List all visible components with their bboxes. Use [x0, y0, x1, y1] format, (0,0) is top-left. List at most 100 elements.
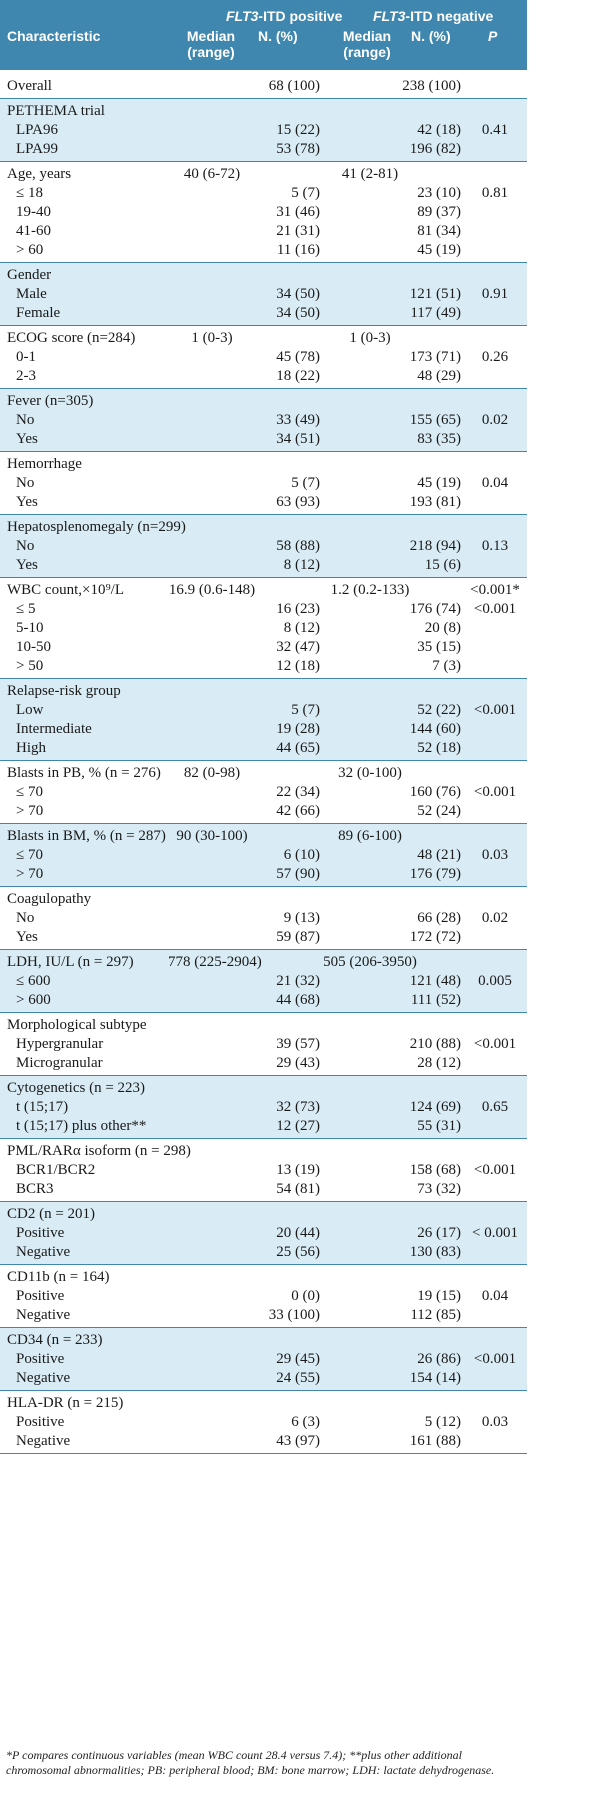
p-value: 0.02: [481, 412, 509, 428]
row-label: 10-50: [16, 639, 51, 655]
table-row: Yes 63 (93) 193 (81): [0, 493, 527, 512]
row-label: ≤ 70: [16, 847, 43, 863]
n-positive: 5 (7): [291, 702, 320, 718]
table-section: Fever (n=305) No 33 (49) 155 (65) 0.02 Yes 34 …: [0, 389, 527, 452]
row-label: Negative: [16, 1244, 71, 1260]
row-label: LDH, IU/L (n = 297): [7, 954, 134, 970]
n-negative: 26 (86): [417, 1351, 461, 1367]
n-positive: 43 (97): [276, 1433, 320, 1449]
median-positive: 16.9 (0.6-148): [168, 582, 256, 598]
row-label: High: [16, 740, 46, 756]
n-negative: 5 (12): [424, 1414, 461, 1430]
n-negative: 176 (74): [409, 601, 461, 617]
n-positive: 63 (93): [276, 494, 320, 510]
table-section: Relapse-risk group Low 5 (7) 52 (22) <0.001 I…: [0, 679, 527, 761]
row-label: No: [16, 412, 35, 428]
header-range-neg: (range): [343, 44, 391, 60]
n-positive: 42 (66): [276, 803, 320, 819]
p-value: 0.04: [481, 475, 509, 491]
table-section: Age, years 40 (6-72) 41 (2-81) ≤ 18 5 (7) 23 …: [0, 162, 527, 263]
header-n-neg: N. (%): [411, 28, 451, 44]
row-label: ≤ 18: [16, 185, 43, 201]
n-negative: 193 (81): [409, 494, 461, 510]
n-positive: 34 (51): [276, 431, 320, 447]
table-row-heading: Gender: [0, 266, 527, 285]
header-characteristic: Characteristic: [7, 28, 101, 44]
median-negative: 1.2 (0.2-133): [330, 582, 410, 598]
n-negative: 19 (15): [417, 1288, 461, 1304]
table-row: No 5 (7) 45 (19) 0.04: [0, 474, 527, 493]
table-row: LPA99 53 (78) 196 (82): [0, 140, 527, 159]
table-row-heading: Age, years 40 (6-72) 41 (2-81): [0, 165, 527, 184]
p-value: 0.81: [481, 185, 509, 201]
table-row: 41-60 21 (31) 81 (34): [0, 222, 527, 241]
table-row-heading: HLA-DR (n = 215): [0, 1394, 527, 1413]
row-label: Hepatosplenomegaly (n=299): [7, 519, 186, 535]
row-label: PML/RARα isoform (n = 298): [7, 1143, 191, 1159]
row-label: ≤ 70: [16, 784, 43, 800]
table-row: No 58 (88) 218 (94) 0.13: [0, 537, 527, 556]
table-row: > 60 11 (16) 45 (19): [0, 241, 527, 260]
n-negative: 196 (82): [409, 141, 461, 157]
n-positive: 59 (87): [276, 929, 320, 945]
n-positive: 44 (65): [276, 740, 320, 756]
table-row: ≤ 18 5 (7) 23 (10) 0.81: [0, 184, 527, 203]
median-negative: 41 (2-81): [341, 166, 399, 182]
header-flt3-negative: FLT3-ITD negative: [373, 8, 494, 24]
header-median-neg: Median: [342, 28, 392, 44]
table-row: 0-1 45 (78) 173 (71) 0.26: [0, 348, 527, 367]
row-label: No: [16, 910, 35, 926]
n-positive: 5 (7): [291, 185, 320, 201]
n-positive: 9 (13): [283, 910, 320, 926]
row-label: t (15;17): [16, 1099, 69, 1115]
table-row: No 9 (13) 66 (28) 0.02: [0, 909, 527, 928]
row-label: 2-3: [16, 368, 36, 384]
n-negative: 130 (83): [409, 1244, 461, 1260]
row-label: PETHEMA trial: [7, 103, 105, 119]
row-label: > 70: [16, 803, 44, 819]
n-negative: 144 (60): [409, 721, 461, 737]
table-row-heading: Hemorrhage: [0, 455, 527, 474]
table-section: Blasts in PB, % (n = 276) 82 (0-98) 32 (0-…: [0, 761, 527, 824]
table-row: Intermediate 19 (28) 144 (60): [0, 720, 527, 739]
p-value: 0.02: [481, 910, 509, 926]
n-negative: 121 (48): [409, 973, 461, 989]
row-label: > 50: [16, 658, 44, 674]
row-label: WBC count,×10⁹/L: [7, 582, 125, 598]
table-row: Yes 8 (12) 15 (6): [0, 556, 527, 575]
table-row: Positive 20 (44) 26 (17) < 0.001: [0, 1224, 527, 1243]
n-positive: 39 (57): [276, 1036, 320, 1052]
n-positive: 44 (68): [276, 992, 320, 1008]
table-section: CD2 (n = 201) Positive 20 (44) 26 (17) < 0.0…: [0, 1202, 527, 1265]
table-row-heading: Morphological subtype: [0, 1016, 527, 1035]
median-positive: 90 (30-100): [176, 828, 248, 844]
row-label: BCR3: [16, 1181, 54, 1197]
n-positive: 33 (49): [276, 412, 320, 428]
table-row: High 44 (65) 52 (18): [0, 739, 527, 758]
n-negative: 15 (6): [424, 557, 461, 573]
n-positive: 0 (0): [291, 1288, 320, 1304]
row-label: Yes: [16, 431, 38, 447]
table-row: > 600 44 (68) 111 (52): [0, 991, 527, 1010]
n-negative: 20 (8): [424, 620, 461, 636]
table-row: BCR3 54 (81) 73 (32): [0, 1180, 527, 1199]
n-negative: 28 (12): [417, 1055, 461, 1071]
row-label: Hemorrhage: [7, 456, 82, 472]
n-negative: 238 (100): [402, 78, 461, 94]
table-row: Low 5 (7) 52 (22) <0.001: [0, 701, 527, 720]
table-row-heading: PETHEMA trial: [0, 102, 527, 121]
n-negative: 218 (94): [409, 538, 461, 554]
n-positive: 11 (16): [276, 242, 320, 258]
row-label: 41-60: [16, 223, 51, 239]
table-row-heading: Relapse-risk group: [0, 682, 527, 701]
row-label: Coagulopathy: [7, 891, 92, 907]
row-label: Hypergranular: [16, 1036, 104, 1052]
table-row: Negative 25 (56) 130 (83): [0, 1243, 527, 1262]
row-label: Positive: [16, 1351, 65, 1367]
table-row-heading: Hepatosplenomegaly (n=299): [0, 518, 527, 537]
table-row-heading: Blasts in PB, % (n = 276) 82 (0-98) 32 (0-…: [0, 764, 527, 783]
table-section: Blasts in BM, % (n = 287) 90 (30-100) 89 (…: [0, 824, 527, 887]
n-positive: 29 (45): [276, 1351, 320, 1367]
n-positive: 8 (12): [283, 620, 320, 636]
n-positive: 12 (27): [276, 1118, 320, 1134]
